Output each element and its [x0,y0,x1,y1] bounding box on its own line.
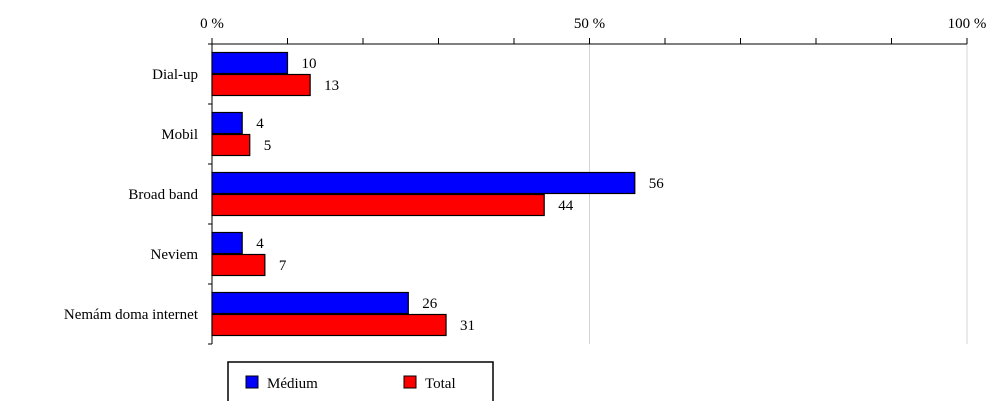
data-label-total-mobil: 5 [264,138,272,154]
legend: Médium Total [227,361,494,401]
bar-medium-dial-up [211,51,289,75]
legend-swatch-total [403,375,417,389]
gridlines [589,44,968,344]
data-label-medium-dial-up: 10 [302,56,317,72]
data-label-total-neviem: 7 [279,258,287,274]
category-label-broad-band: Broad band [128,187,198,203]
category-labels: Dial-up Mobil Broad band Neviem Nemám doma i… [64,67,199,323]
data-label-total-nemam-doma-internet: 31 [460,318,475,334]
x-tick-label-0: 0 % [200,16,224,32]
bar-total-nemam-doma-internet [211,313,447,337]
category-label-nemam-doma-internet: Nemám doma internet [64,307,199,323]
bar-medium-nemam-doma-internet [211,291,409,315]
legend-label-total: Total [425,376,456,392]
bar-total-broad-band [211,193,545,217]
data-label-medium-nemam-doma-internet: 26 [422,296,438,312]
category-label-mobil: Mobil [161,127,198,143]
bar-medium-mobil [211,111,243,135]
data-label-medium-neviem: 4 [256,236,264,252]
data-label-total-broad-band: 44 [558,198,574,214]
bar-medium-broad-band [211,171,636,195]
x-tick-label-50: 50 % [574,16,605,32]
x-tick-labels: 0 % 50 % 100 % [200,16,986,32]
legend-swatch-medium [245,375,259,389]
legend-box [227,361,494,401]
category-label-neviem: Neviem [151,247,199,263]
bar-total-dial-up [211,73,311,97]
data-label-medium-broad-band: 56 [649,176,665,192]
bar-total-neviem [211,253,266,277]
legend-label-medium: Médium [267,376,318,392]
bar-total-mobil [211,133,251,157]
data-label-total-dial-up: 13 [324,78,339,94]
data-label-medium-mobil: 4 [256,116,264,132]
bar-medium-neviem [211,231,243,255]
x-tick-label-100: 100 % [948,16,987,32]
category-label-dial-up: Dial-up [152,67,198,83]
bars [211,51,636,337]
